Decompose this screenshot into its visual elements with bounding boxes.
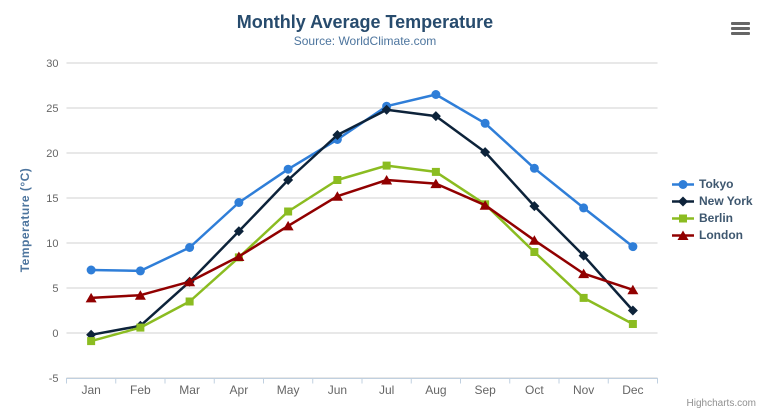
x-tick-label: Feb bbox=[130, 383, 151, 397]
series-new-york bbox=[86, 104, 638, 340]
y-tick-label: 20 bbox=[46, 148, 58, 160]
x-tick-label: Jun bbox=[328, 383, 347, 397]
x-tick-label: Nov bbox=[573, 383, 594, 397]
y-tick-label: 25 bbox=[46, 103, 58, 115]
series-tokyo bbox=[86, 90, 638, 276]
legend-label: London bbox=[699, 228, 743, 242]
legend-item-london[interactable]: London bbox=[672, 229, 753, 242]
y-tick-label: -5 bbox=[49, 373, 59, 385]
y-axis-title: Temperature (°C) bbox=[18, 167, 32, 273]
credits-link[interactable]: Highcharts.com bbox=[686, 398, 756, 409]
x-tick-label: Mar bbox=[179, 383, 200, 397]
y-tick-label: 0 bbox=[52, 328, 58, 340]
london-marker-icon bbox=[672, 230, 694, 240]
x-tick-label: Oct bbox=[525, 383, 544, 397]
chart-subtitle: Source: WorldClimate.com bbox=[293, 34, 437, 48]
x-tick-label: Aug bbox=[425, 383, 446, 397]
legend: Tokyo New York Berlin London bbox=[672, 178, 753, 242]
legend-label: Tokyo bbox=[699, 177, 734, 191]
x-tick-label: Jan bbox=[81, 383, 100, 397]
x-tick-label: Jul bbox=[379, 383, 394, 397]
export-menu-button[interactable] bbox=[731, 20, 750, 37]
legend-label: Berlin bbox=[699, 211, 734, 225]
berlin-marker-icon bbox=[672, 214, 694, 223]
legend-item-berlin[interactable]: Berlin bbox=[672, 212, 753, 225]
x-tick-label: Dec bbox=[622, 383, 643, 397]
x-tick-label: Sep bbox=[474, 383, 496, 397]
series-london bbox=[85, 175, 639, 303]
y-tick-label: 10 bbox=[46, 238, 58, 250]
new-york-marker-icon bbox=[672, 196, 694, 207]
y-tick-label: 5 bbox=[52, 283, 58, 295]
legend-label: New York bbox=[699, 194, 753, 208]
chart-title: Monthly Average Temperature bbox=[236, 12, 494, 32]
legend-item-new-york[interactable]: New York bbox=[672, 195, 753, 208]
x-tick-label: May bbox=[277, 383, 300, 397]
y-tick-label: 30 bbox=[46, 58, 58, 70]
x-tick-label: Apr bbox=[230, 383, 249, 397]
hamburger-icon bbox=[731, 22, 750, 35]
tokyo-marker-icon bbox=[672, 180, 694, 189]
y-tick-label: 15 bbox=[46, 193, 58, 205]
legend-item-tokyo[interactable]: Tokyo bbox=[672, 178, 753, 191]
series-berlin bbox=[87, 161, 637, 346]
